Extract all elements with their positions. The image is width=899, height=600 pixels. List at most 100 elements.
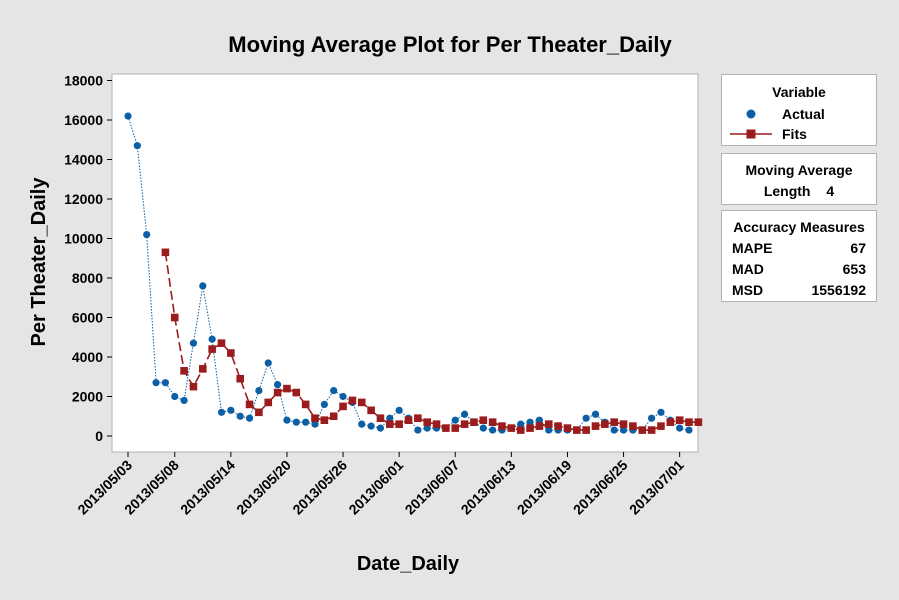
accuracy-label: MSD [732,282,764,298]
accuracy-header: Accuracy Measures [733,219,865,235]
x-tick-label: 2013/07/01 [626,457,687,518]
accuracy-label: MAD [732,261,764,277]
y-tick-label: 14000 [64,152,103,168]
series-layer [124,112,703,434]
legend-item-actual: Actual [728,105,825,123]
actual-point [180,396,188,405]
fits-point [685,418,693,426]
actual-point [591,410,600,418]
actual-point [227,406,235,414]
actual-point [274,381,282,389]
actual-point [545,426,553,434]
length-value: 4 [826,183,835,199]
fits-point [423,418,431,426]
actual-point [657,408,665,416]
fits-point [573,426,581,434]
fits-point [470,418,478,426]
actual-point [143,230,151,239]
y-tick-label: 0 [95,428,103,444]
x-tick-label: 2013/05/14 [177,457,238,518]
square-marker-icon [728,125,774,143]
y-tick-label: 18000 [64,73,103,89]
fits-point [629,422,637,430]
fits-point [516,426,525,434]
fits-point [208,345,216,353]
moving-average-panel: Moving Average Length 4 [721,153,877,205]
actual-point [302,418,310,426]
fits-point [610,418,618,426]
fits-point [170,313,179,322]
fits-point [329,412,338,421]
actual-point [451,416,459,424]
fits-point [544,420,553,428]
fits-point [432,420,441,428]
accuracy-value: 67 [850,240,866,256]
fits-point [227,349,235,357]
y-tick-label: 2000 [72,389,103,405]
legend-label-fits: Fits [782,126,807,142]
length-row: Length 4 [722,183,876,199]
accuracy-row-mad: MAD 653 [732,261,866,277]
fits-point [647,426,656,434]
actual-point [311,420,319,428]
fits-point [498,422,506,430]
series-fits [161,248,703,434]
plot-area [111,73,699,453]
x-axis: 2013/05/032013/05/082013/05/142013/05/20… [74,452,687,518]
actual-point [582,414,590,422]
length-label: Length [763,183,811,199]
actual-point [339,392,347,401]
fits-point [526,424,534,432]
actual-point [479,424,487,432]
actual-point [152,379,160,387]
actual-point [367,422,375,430]
y-axis-title: Per Theater_Daily [28,177,50,347]
y-tick-label: 12000 [64,191,103,207]
fits-point [180,367,188,375]
fits-point [255,408,263,417]
y-tick-label: 10000 [64,231,103,247]
accuracy-value: 653 [842,261,866,277]
fits-point [161,248,170,257]
actual-point [189,339,198,347]
x-tick-label: 2013/06/25 [570,457,631,518]
x-tick-label: 2013/06/07 [402,457,463,518]
actual-point [124,112,132,120]
fits-point [189,382,198,391]
actual-point [535,416,544,424]
fits-point [357,398,366,407]
accuracy-label: MAPE [732,240,773,256]
y-axis: 0 2000 4000 6000 8000 10000 12000 14000 16000 180… [64,73,112,444]
fits-point [479,416,488,424]
actual-point [133,142,141,150]
actual-point [461,410,469,418]
actual-point [395,406,403,414]
actual-point [423,424,431,432]
fits-point [535,422,544,430]
fits-point [442,424,450,432]
actual-point [208,335,216,343]
actual-point [199,282,207,290]
actual-point [619,426,628,434]
y-tick-label: 8000 [72,270,103,286]
circle-marker-icon [728,105,774,123]
fits-point [554,422,562,430]
legend-label-actual: Actual [782,106,825,122]
actual-point [217,408,226,416]
fits-point [582,426,590,434]
x-tick-label: 2013/06/13 [458,457,519,518]
actual-point [320,400,328,408]
x-axis-title: Date_Daily [357,553,460,575]
fits-point [386,420,394,428]
fits-point [404,416,413,424]
actual-point [685,426,693,434]
legend-header: Variable [772,84,826,100]
fits-point [376,414,385,423]
fits-point [460,420,469,428]
accuracy-panel: Accuracy Measures MAPE 67 MAD 653 MSD 15… [721,210,877,302]
actual-point [489,426,497,434]
fits-point [273,388,282,397]
fits-point [675,416,684,424]
chart-title: Moving Average Plot for Per Theater_Dail… [228,32,672,57]
